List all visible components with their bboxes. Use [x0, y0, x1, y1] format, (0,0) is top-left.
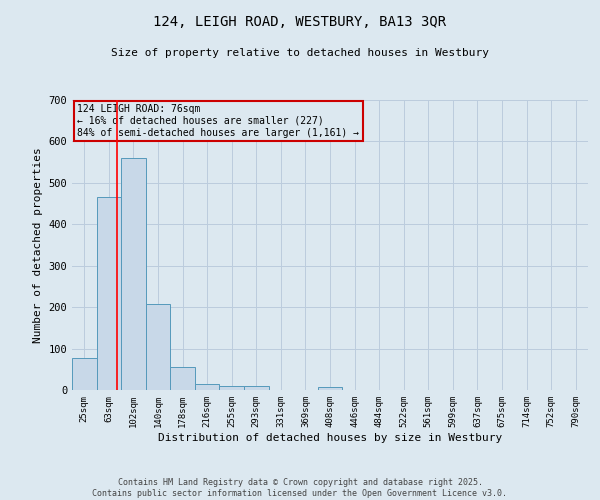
- Y-axis label: Number of detached properties: Number of detached properties: [33, 147, 43, 343]
- Text: Size of property relative to detached houses in Westbury: Size of property relative to detached ho…: [111, 48, 489, 58]
- Text: Contains HM Land Registry data © Crown copyright and database right 2025.
Contai: Contains HM Land Registry data © Crown c…: [92, 478, 508, 498]
- Bar: [195, 384, 220, 390]
- Text: 124, LEIGH ROAD, WESTBURY, BA13 3QR: 124, LEIGH ROAD, WESTBURY, BA13 3QR: [154, 15, 446, 29]
- Bar: [170, 367, 195, 390]
- Bar: [121, 158, 146, 390]
- Bar: [244, 386, 269, 390]
- Bar: [220, 386, 244, 390]
- Bar: [318, 386, 342, 390]
- Text: 124 LEIGH ROAD: 76sqm
← 16% of detached houses are smaller (227)
84% of semi-det: 124 LEIGH ROAD: 76sqm ← 16% of detached …: [77, 104, 359, 138]
- X-axis label: Distribution of detached houses by size in Westbury: Distribution of detached houses by size …: [158, 432, 502, 442]
- Bar: [146, 304, 170, 390]
- Bar: [72, 358, 97, 390]
- Bar: [97, 196, 121, 390]
